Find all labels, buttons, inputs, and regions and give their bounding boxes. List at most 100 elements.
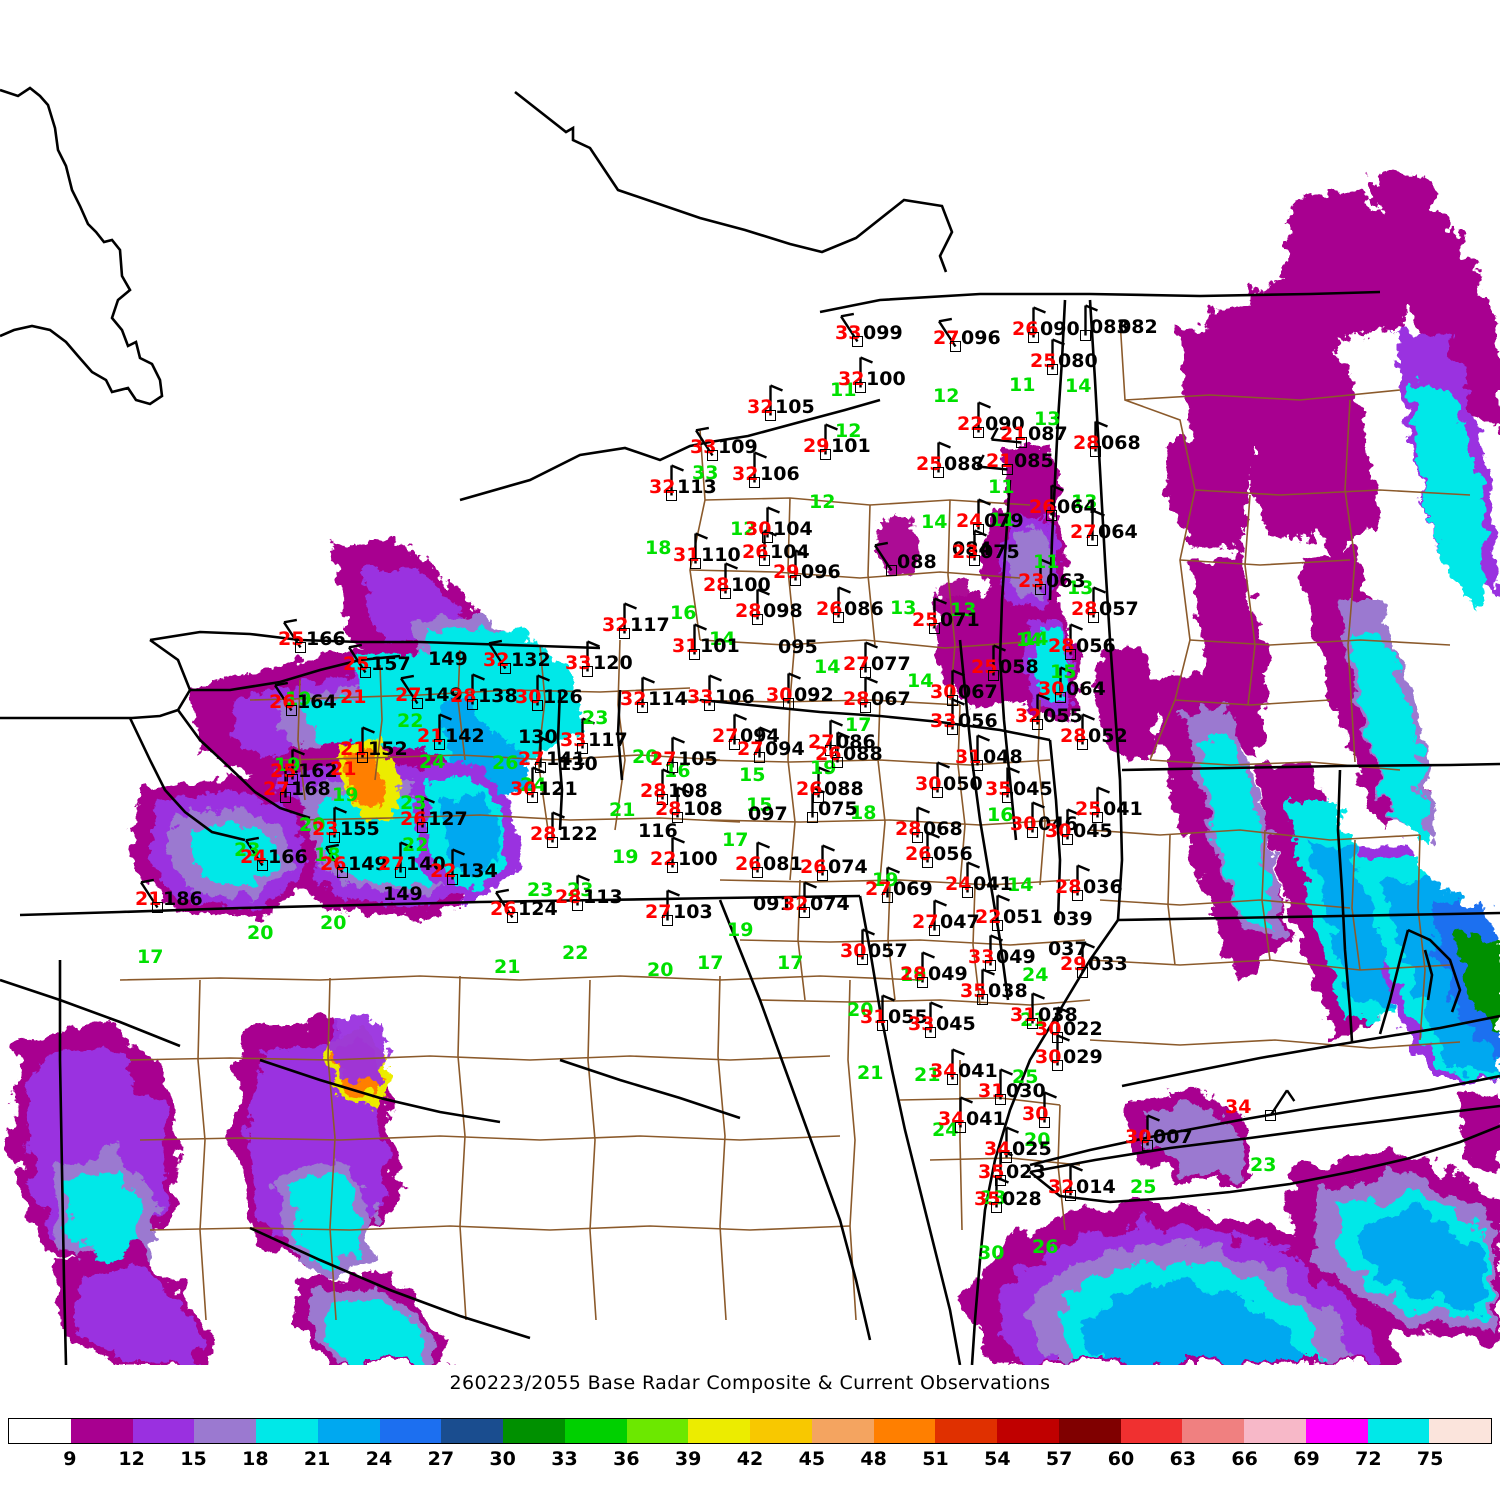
- station-symbol[interactable]: [535, 762, 546, 773]
- station-symbol[interactable]: [667, 762, 678, 773]
- station-symbol[interactable]: [1080, 330, 1091, 341]
- station-symbol[interactable]: [704, 700, 715, 711]
- station-symbol[interactable]: [973, 524, 984, 535]
- station-symbol[interactable]: [667, 862, 678, 873]
- station-symbol[interactable]: [985, 960, 996, 971]
- station-symbol[interactable]: [1002, 792, 1013, 803]
- station-symbol[interactable]: [1065, 1190, 1076, 1201]
- station-symbol[interactable]: [286, 705, 297, 716]
- station-symbol[interactable]: [434, 739, 445, 750]
- station-symbol[interactable]: [1039, 1117, 1050, 1128]
- station-symbol[interactable]: [360, 667, 371, 678]
- station-symbol[interactable]: [860, 667, 871, 678]
- station-symbol[interactable]: [950, 341, 961, 352]
- station-symbol[interactable]: [754, 752, 765, 763]
- station-symbol[interactable]: [280, 792, 291, 803]
- station-symbol[interactable]: [882, 892, 893, 903]
- station-symbol[interactable]: [762, 532, 773, 543]
- station-symbol[interactable]: [886, 565, 897, 576]
- station-symbol[interactable]: [783, 698, 794, 709]
- station-symbol[interactable]: [1090, 446, 1101, 457]
- station-symbol[interactable]: [832, 757, 843, 768]
- station-symbol[interactable]: [500, 663, 511, 674]
- station-symbol[interactable]: [820, 449, 831, 460]
- station-symbol[interactable]: [969, 555, 980, 566]
- station-symbol[interactable]: [759, 555, 770, 566]
- station-symbol[interactable]: [707, 450, 718, 461]
- station-symbol[interactable]: [329, 832, 340, 843]
- station-symbol[interactable]: [1087, 535, 1098, 546]
- station-symbol[interactable]: [672, 812, 683, 823]
- station-symbol[interactable]: [1065, 649, 1076, 660]
- station-symbol[interactable]: [1035, 584, 1046, 595]
- station-symbol[interactable]: [813, 792, 824, 803]
- station-symbol[interactable]: [1028, 332, 1039, 343]
- station-symbol[interactable]: [992, 920, 1003, 931]
- station-symbol[interactable]: [991, 1202, 1002, 1213]
- station-symbol[interactable]: [417, 822, 428, 833]
- station-symbol[interactable]: [527, 792, 538, 803]
- station-symbol[interactable]: [962, 887, 973, 898]
- station-symbol[interactable]: [947, 695, 958, 706]
- station-symbol[interactable]: [582, 666, 593, 677]
- station-symbol[interactable]: [1055, 692, 1066, 703]
- station-symbol[interactable]: [295, 642, 306, 653]
- station-symbol[interactable]: [860, 702, 871, 713]
- station-symbol[interactable]: [1077, 739, 1088, 750]
- station-symbol[interactable]: [1046, 510, 1057, 521]
- station-symbol[interactable]: [577, 743, 588, 754]
- station-symbol[interactable]: [977, 994, 988, 1005]
- station-symbol[interactable]: [877, 1020, 888, 1031]
- station-symbol[interactable]: [1052, 1060, 1063, 1071]
- station-symbol[interactable]: [765, 410, 776, 421]
- station-symbol[interactable]: [855, 382, 866, 393]
- station-symbol[interactable]: [1072, 890, 1083, 901]
- station-symbol[interactable]: [337, 867, 348, 878]
- station-symbol[interactable]: [925, 1027, 936, 1038]
- station-symbol[interactable]: [912, 832, 923, 843]
- station-symbol[interactable]: [752, 867, 763, 878]
- station-symbol[interactable]: [357, 752, 368, 763]
- station-symbol[interactable]: [799, 907, 810, 918]
- station-symbol[interactable]: [287, 774, 298, 785]
- station-symbol[interactable]: [467, 699, 478, 710]
- station-symbol[interactable]: [1062, 834, 1073, 845]
- station-symbol[interactable]: [995, 1175, 1006, 1186]
- station-symbol[interactable]: [933, 467, 944, 478]
- station-symbol[interactable]: [689, 649, 700, 660]
- station-symbol[interactable]: [1265, 1110, 1276, 1121]
- station-symbol[interactable]: [947, 1074, 958, 1085]
- station-symbol[interactable]: [666, 490, 677, 501]
- station-symbol[interactable]: [932, 787, 943, 798]
- station-symbol[interactable]: [690, 558, 701, 569]
- station-symbol[interactable]: [412, 698, 423, 709]
- station-symbol[interactable]: [917, 977, 928, 988]
- station-symbol[interactable]: [507, 912, 518, 923]
- station-symbol[interactable]: [729, 739, 740, 750]
- station-symbol[interactable]: [922, 857, 933, 868]
- station-symbol[interactable]: [947, 724, 958, 735]
- station-symbol[interactable]: [720, 588, 731, 599]
- station-symbol[interactable]: [152, 902, 163, 913]
- station-symbol[interactable]: [817, 870, 828, 881]
- station-symbol[interactable]: [572, 900, 583, 911]
- station-symbol[interactable]: [1002, 464, 1013, 475]
- station-symbol[interactable]: [1142, 1140, 1153, 1151]
- station-symbol[interactable]: [1027, 827, 1038, 838]
- station-symbol[interactable]: [790, 575, 801, 586]
- station-symbol[interactable]: [547, 837, 558, 848]
- station-symbol[interactable]: [532, 700, 543, 711]
- station-symbol[interactable]: [1092, 812, 1103, 823]
- station-symbol[interactable]: [825, 745, 836, 756]
- station-symbol[interactable]: [852, 336, 863, 347]
- station-symbol[interactable]: [1032, 719, 1043, 730]
- station-symbol[interactable]: [1027, 1018, 1038, 1029]
- station-symbol[interactable]: [972, 760, 983, 771]
- station-symbol[interactable]: [973, 427, 984, 438]
- station-symbol[interactable]: [955, 1122, 966, 1133]
- station-symbol[interactable]: [395, 867, 406, 878]
- station-symbol[interactable]: [752, 614, 763, 625]
- station-symbol[interactable]: [257, 860, 268, 871]
- station-symbol[interactable]: [1077, 967, 1088, 978]
- station-symbol[interactable]: [1047, 364, 1058, 375]
